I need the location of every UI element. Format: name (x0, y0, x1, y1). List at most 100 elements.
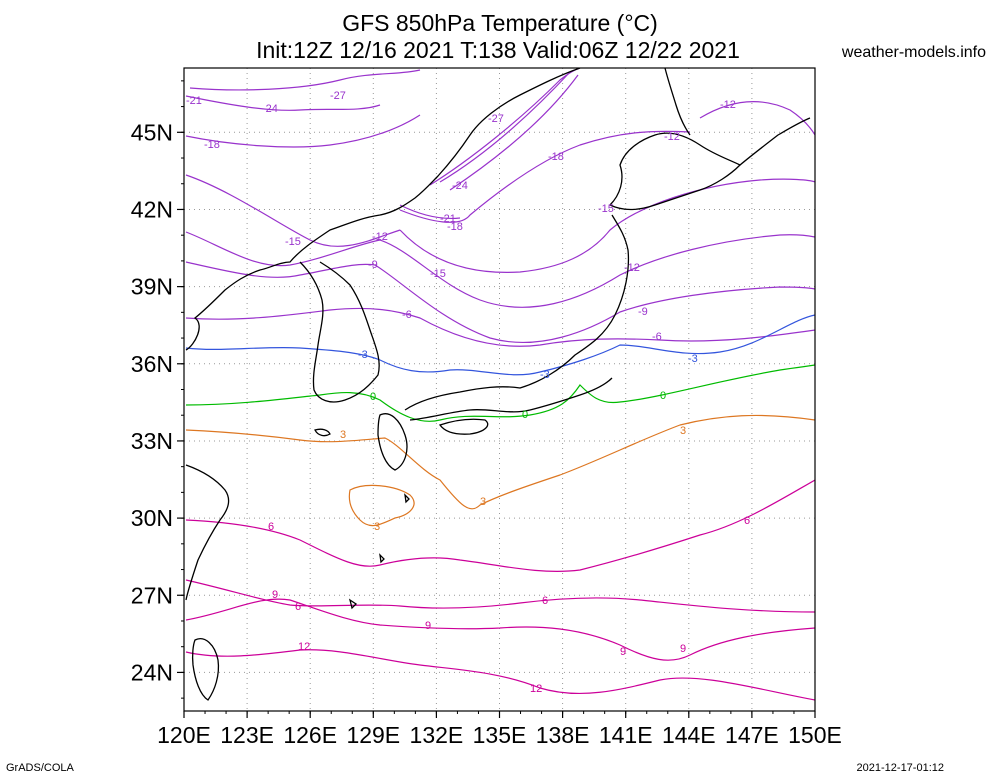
contour-minus18-upper (185, 114, 421, 148)
contour-minus21-jet (449, 74, 579, 191)
clabel-minus6-east: -6 (652, 331, 662, 343)
clabel-plus9-west: 9 (272, 589, 278, 601)
coast-asia-mainland (185, 68, 581, 351)
clabel-minus24-jet: -24 (452, 180, 468, 192)
contour-minus3 (185, 314, 815, 376)
clabel-minus24-west: -24 (262, 103, 278, 115)
lon-tick-label: 120E (157, 722, 211, 748)
contour-plus3-loop (348, 484, 415, 527)
coast-kuril (739, 117, 811, 166)
clabel-minus3-east: -3 (688, 353, 698, 365)
contour-minus27 (189, 69, 421, 91)
clabel-minus9-east: -9 (638, 306, 648, 318)
lat-tick-label: 27N (131, 582, 173, 608)
lon-tick-label: 150E (788, 722, 842, 748)
contour-plus9 (185, 598, 815, 661)
clabel-minus27-west: -27 (330, 90, 346, 102)
coast-hokkaido (608, 132, 742, 211)
clabel-plus3-loop: 3 (374, 521, 380, 533)
coast-ryukyu-2 (379, 553, 385, 564)
site-label: weather-models.info (841, 44, 986, 61)
clabel-plus12-west: 12 (298, 641, 310, 653)
contour-minus21 (399, 204, 461, 220)
clabel-plus9-east-2: 9 (680, 643, 686, 655)
contour-minus27-jet (439, 71, 571, 183)
clabel-plus3-west: 3 (340, 429, 346, 441)
clabel-zero-west: 0 (370, 391, 376, 403)
clabel-plus9-east-1: 9 (620, 646, 626, 658)
coast-korea (299, 261, 380, 403)
map-frame (183, 67, 816, 712)
axis-ticks (177, 80, 816, 718)
coast-honshu-south (409, 377, 613, 421)
footer-software-label: GrADS/COLA (6, 762, 74, 774)
clabel-minus27-east: -27 (488, 113, 504, 125)
lat-tick-label: 45N (131, 119, 173, 145)
contour-minus24-west (185, 95, 381, 111)
longitude-labels: 120E 123E 126E 129E 132E 135E 138E 141E 144E 147E… (157, 722, 842, 748)
clabel-minus21-west: -21 (186, 95, 202, 107)
clabel-minus15-mid: -15 (430, 268, 446, 280)
coast-ryukyu-1 (404, 493, 410, 504)
contour-minus12-north (699, 100, 815, 136)
temperature-contours (185, 68, 815, 701)
clabel-plus6-loop: 6 (295, 601, 301, 613)
contour-minus6 (185, 307, 815, 347)
contour-plus6 (185, 479, 815, 572)
lat-tick-label: 39N (131, 274, 173, 300)
coast-ryukyu-3 (348, 598, 358, 610)
contour-minus9 (185, 261, 815, 343)
coast-sakhalin (664, 68, 691, 136)
title-line-2: Init:12Z 12/16 2021 T:138 Valid:06Z 12/2… (256, 37, 740, 63)
clabel-minus9-west: -9 (368, 259, 378, 271)
clabel-minus3-mid: -3 (540, 369, 550, 381)
contour-zero (185, 364, 815, 422)
clabel-minus15-east: -15 (598, 203, 614, 215)
contour-plus3 (185, 414, 815, 510)
lat-tick-label: 36N (131, 351, 173, 377)
lon-tick-label: 147E (725, 722, 779, 748)
lon-tick-label: 126E (283, 722, 337, 748)
lon-tick-label: 129E (346, 722, 400, 748)
lat-tick-label: 24N (131, 659, 173, 685)
coastlines (185, 68, 811, 701)
title-line-1: GFS 850hPa Temperature (°C) (342, 10, 658, 36)
clabel-plus12-south: 12 (530, 683, 542, 695)
coast-honshu (404, 214, 630, 411)
coast-kyushu (377, 413, 408, 471)
contour-labels: -21 -24 -27 -27 -18 -18 -24 -21 -18 -12 … (186, 90, 750, 695)
clabel-plus9-mid: 9 (425, 620, 431, 632)
clabel-minus12-north: -12 (720, 99, 736, 111)
clabel-plus3-south: 3 (480, 496, 486, 508)
latitude-labels: 24N 27N 30N 33N 36N 39N 42N 45N (131, 119, 173, 685)
lon-tick-label: 138E (536, 722, 590, 748)
contour-minus18-middle (399, 130, 691, 223)
lat-tick-label: 30N (131, 505, 173, 531)
clabel-plus6-east: 6 (744, 515, 750, 527)
coast-jeju (314, 428, 331, 437)
grid-lines (184, 68, 815, 711)
clabel-minus18-east: -18 (548, 151, 564, 163)
clabel-minus12-west: -12 (372, 231, 388, 243)
lat-tick-label: 33N (131, 428, 173, 454)
clabel-minus21-jet: -21 (440, 213, 456, 225)
clabel-plus6-south: 6 (542, 595, 548, 607)
contour-minus12 (185, 231, 815, 308)
lon-tick-label: 135E (473, 722, 527, 748)
lat-tick-label: 42N (131, 196, 173, 222)
clabel-minus12-east: -12 (624, 262, 640, 274)
clabel-minus18-jet: -18 (447, 221, 463, 233)
contour-minus15-west (185, 174, 401, 247)
coast-shikoku (438, 418, 489, 435)
clabel-plus3-east: 3 (680, 425, 686, 437)
clabel-minus12-hokkaido: -12 (664, 131, 680, 143)
lon-tick-label: 141E (599, 722, 653, 748)
clabel-minus3-west: -3 (358, 349, 368, 361)
footer-timestamp: 2021-12-17-01:12 (856, 762, 944, 774)
clabel-minus18-west: -18 (204, 139, 220, 151)
lon-tick-label: 123E (220, 722, 274, 748)
contour-minus15-mid (399, 178, 815, 274)
contour-plus12 (185, 649, 815, 701)
clabel-plus6-west: 6 (268, 521, 274, 533)
